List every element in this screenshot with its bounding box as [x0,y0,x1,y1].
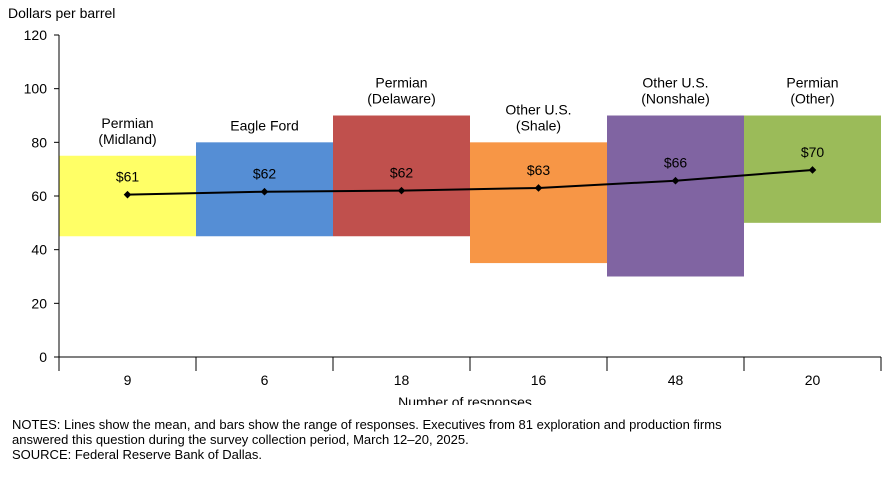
category-label: Permian [375,75,427,91]
x-tick-label: 6 [261,372,269,388]
category-label: (Other) [790,91,834,107]
mean-value-label: $66 [664,155,688,171]
mean-marker [671,176,680,185]
y-tick-label: 120 [24,27,48,43]
x-tick-label: 48 [668,372,684,388]
x-tick-label: 20 [805,372,821,388]
range-bar [607,115,744,277]
mean-value-label: $70 [801,144,825,160]
mean-line [127,168,813,196]
category-label: (Nonshale) [641,91,709,107]
mean-marker [260,187,269,196]
notes-line-1: NOTES: Lines show the mean, and bars sho… [12,417,722,432]
y-ticks: 0 20 40 60 80 100 120 [24,27,59,365]
source-line: SOURCE: Federal Reserve Bank of Dallas. [12,447,262,462]
group-labels: Permian(Midland)Eagle FordPermian(Delawa… [98,75,838,147]
range-bars [59,115,881,277]
mean-marker [123,190,132,199]
category-label: Permian [101,115,153,131]
category-label: Eagle Ford [230,117,298,133]
x-tick-label: 16 [531,372,547,388]
y-tick-label: 20 [31,295,47,311]
category-label: (Midland) [98,131,156,147]
mean-marker [534,184,543,192]
category-label: Other U.S. [505,101,571,117]
mean-value-label: $61 [116,169,140,185]
range-bar [333,115,470,237]
x-axis-label: Number of responses [398,394,532,405]
chart-notes: NOTES: Lines show the mean, and bars sho… [12,417,882,462]
y-axis-label: Dollars per barrel [8,5,115,21]
mean-value-label: $62 [390,165,414,181]
category-label: Permian [786,75,838,91]
mean-value-label: $62 [253,166,277,182]
x-ticks: 9 6 18 16 48 20 [58,357,882,388]
y-tick-label: 80 [31,134,47,150]
mean-marker [808,166,817,174]
category-label: (Delaware) [367,91,435,107]
y-tick-label: 60 [31,188,47,204]
category-label: Other U.S. [642,75,708,91]
notes-line-2: answered this question during the survey… [12,432,469,447]
chart: Dollars per barrel 0 20 40 60 80 100 120 9 6 18 1… [8,5,882,405]
y-tick-label: 0 [39,349,47,365]
mean-marker [397,186,406,195]
mean-markers [123,166,817,199]
y-tick-label: 40 [31,242,47,258]
mean-value-labels: $61 $62 $62 $63 $66 $70 [116,144,825,185]
x-tick-label: 18 [394,372,410,388]
category-label: (Shale) [516,117,561,133]
x-tick-label: 9 [124,372,132,388]
range-bar [470,142,607,264]
mean-value-label: $63 [527,162,551,178]
y-tick-label: 100 [24,81,48,97]
